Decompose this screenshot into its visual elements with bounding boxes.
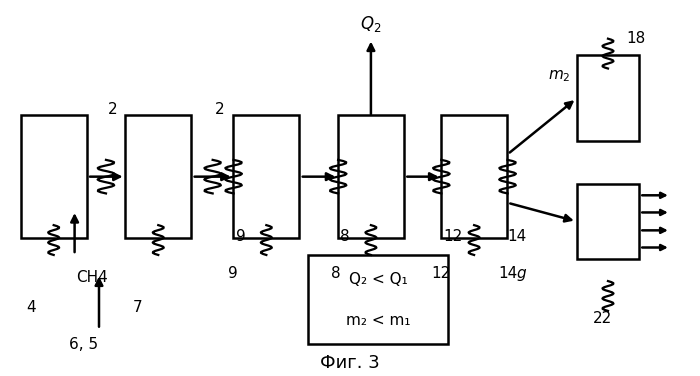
Bar: [338, 115, 404, 238]
Text: 12: 12: [431, 266, 450, 281]
Text: 12: 12: [443, 229, 463, 244]
Text: 2: 2: [108, 102, 118, 117]
Bar: [441, 115, 508, 238]
Text: 4: 4: [26, 300, 36, 315]
Bar: [577, 56, 639, 141]
Text: CH4: CH4: [76, 270, 108, 285]
Text: m₂ < m₁: m₂ < m₁: [346, 313, 410, 328]
Text: g: g: [516, 266, 526, 281]
Text: 14: 14: [508, 229, 527, 244]
Text: 6, 5: 6, 5: [69, 337, 98, 352]
Bar: [233, 115, 300, 238]
Text: 8: 8: [340, 229, 350, 244]
Text: 9: 9: [228, 266, 238, 281]
Text: 2: 2: [215, 102, 225, 117]
Text: 7: 7: [133, 300, 143, 315]
Text: 18: 18: [626, 31, 645, 46]
Text: 9: 9: [236, 229, 246, 244]
Bar: [125, 115, 191, 238]
Bar: [308, 255, 447, 344]
Text: $Q_2$: $Q_2$: [360, 14, 382, 34]
Bar: [577, 184, 639, 259]
Text: $m_2$: $m_2$: [548, 68, 570, 84]
Text: 22: 22: [593, 311, 612, 326]
Text: Q₂ < Q₁: Q₂ < Q₁: [349, 272, 407, 287]
Text: 14: 14: [498, 266, 517, 281]
Text: 8: 8: [331, 266, 341, 281]
Text: Фиг. 3: Фиг. 3: [320, 354, 380, 372]
Bar: [20, 115, 87, 238]
